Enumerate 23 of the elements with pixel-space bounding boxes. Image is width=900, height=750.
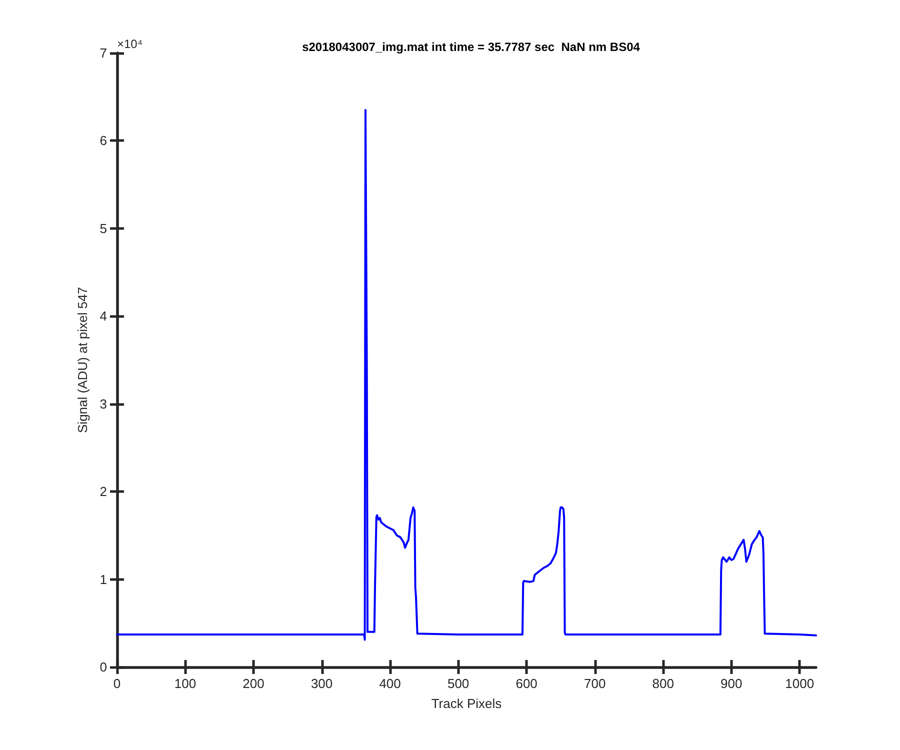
x-axis-title: Track Pixels [431, 696, 502, 711]
x-tick-label: 900 [720, 676, 742, 691]
x-tick-label: 0 [113, 676, 121, 691]
y-tick-label: 3 [100, 396, 107, 412]
y-tick-label: 5 [100, 220, 107, 236]
x-tick-label: 100 [174, 676, 196, 691]
x-tick-label: 500 [447, 676, 470, 691]
x-tick-label: 800 [652, 676, 674, 691]
y-tick-label: 6 [100, 133, 107, 148]
y-tick-label: 4 [100, 308, 107, 324]
x-tick-label: 600 [516, 676, 538, 691]
y-tick-label: 1 [100, 572, 107, 587]
x-tick-label: 700 [584, 676, 606, 691]
x-tick-label: 1000 [785, 676, 814, 691]
y-axis-title: Signal (ADU) at pixel 547 [74, 287, 90, 433]
y-tick-label: 2 [100, 484, 107, 500]
y-tick-label: 0 [100, 660, 107, 674]
x-tick-label: 400 [379, 676, 401, 691]
x-tick-label: 200 [242, 676, 264, 691]
chart-title: s2018043007_img.mat int time = 35.7787 sec NaN nm BS04 [302, 40, 640, 54]
y-tick-label: 7 [100, 46, 107, 60]
x-tick-label: 300 [310, 676, 333, 691]
text: ×10⁴ [117, 37, 143, 51]
